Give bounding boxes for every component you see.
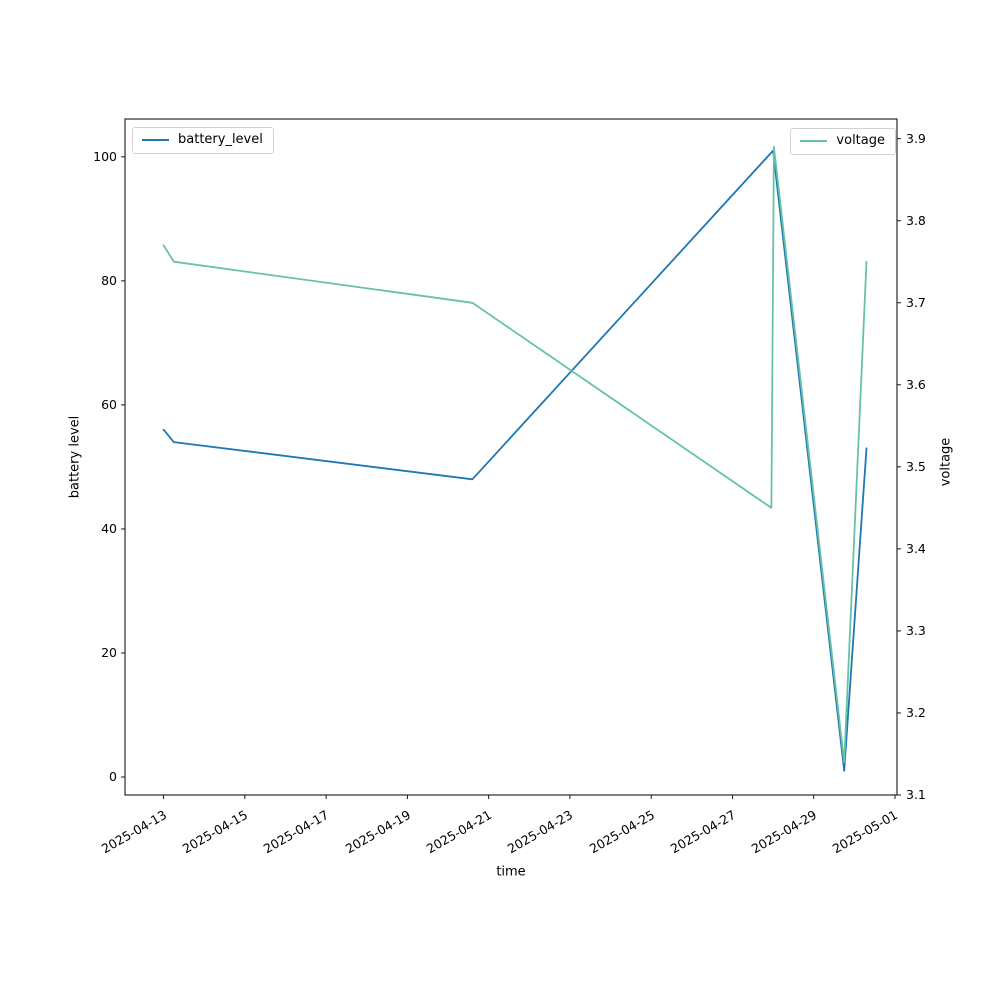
y-right-tick-label: 3.3 bbox=[906, 622, 926, 638]
y-left-tick-label: 0 bbox=[109, 769, 117, 784]
y-right-tick-label: 3.1 bbox=[906, 787, 926, 802]
y-right-tick-label: 3.5 bbox=[906, 458, 926, 474]
y-left-tick-label: 40 bbox=[101, 520, 117, 536]
y-left-tick-label: 20 bbox=[101, 644, 117, 660]
y-right-tick-label: 3.4 bbox=[906, 540, 926, 556]
legend-voltage: voltage bbox=[790, 128, 896, 155]
y-right-tick-label: 3.9 bbox=[906, 130, 926, 146]
voltage-legend-label: voltage bbox=[836, 133, 885, 148]
x-axis-label: time bbox=[496, 864, 526, 880]
y-right-tick-label: 3.2 bbox=[906, 704, 926, 720]
voltage-line bbox=[162, 145, 868, 764]
voltage-legend-line bbox=[800, 140, 828, 142]
y-right-tick-label: 3.6 bbox=[906, 376, 926, 392]
y-left-tick-label: 60 bbox=[101, 396, 117, 412]
battery-level-line bbox=[162, 149, 868, 772]
y-right-tick-label: 3.7 bbox=[906, 294, 926, 310]
legend-battery-level: battery_level bbox=[132, 127, 274, 154]
y-axis-label-left: battery level bbox=[67, 415, 83, 499]
y-left-tick-label: 100 bbox=[93, 148, 117, 164]
plot-area-spines bbox=[124, 118, 898, 796]
battery-level-legend-label: battery_level bbox=[178, 132, 263, 147]
y-left-tick-label: 80 bbox=[101, 272, 117, 288]
y-right-tick-label: 3.8 bbox=[906, 212, 926, 228]
y-axis-label-right: voltage bbox=[938, 437, 954, 487]
battery-level-legend-line bbox=[142, 139, 169, 141]
